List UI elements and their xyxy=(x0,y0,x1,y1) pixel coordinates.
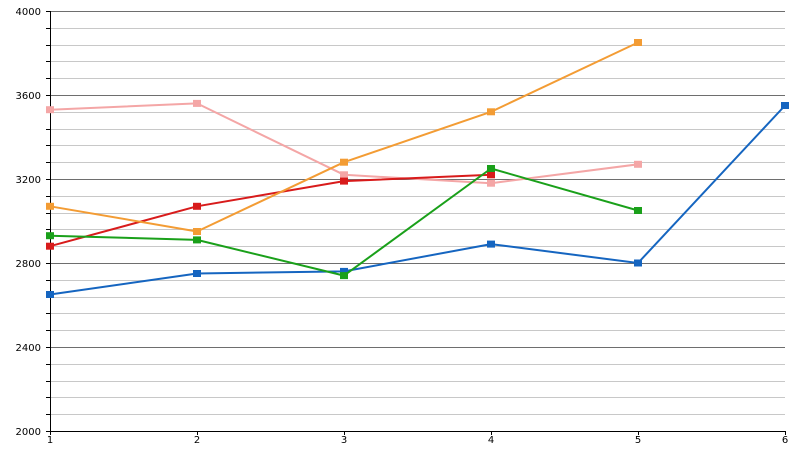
y-tick-label: 2800 xyxy=(16,259,41,270)
data-point xyxy=(634,207,642,214)
data-point xyxy=(487,108,495,116)
series-2 xyxy=(46,99,642,187)
data-point xyxy=(46,106,54,114)
data-point xyxy=(781,102,789,109)
data-point xyxy=(487,171,495,179)
series-4 xyxy=(46,39,642,235)
data-point xyxy=(46,232,54,240)
series-line xyxy=(49,41,639,233)
series-line xyxy=(49,104,786,296)
grid-lines xyxy=(50,11,785,415)
data-point xyxy=(340,177,348,185)
data-point xyxy=(193,228,201,235)
data-point xyxy=(634,259,642,267)
x-tick-label: 3 xyxy=(341,435,347,446)
data-point xyxy=(340,171,348,179)
data-point xyxy=(340,267,348,275)
data-point xyxy=(487,240,495,248)
series-5 xyxy=(46,165,642,280)
tick-labels: 2000 2400 2800 3200 3600 4000 1 2 3 4 5 6 xyxy=(16,7,789,446)
data-point xyxy=(340,158,348,166)
data-point xyxy=(46,202,54,210)
series-1 xyxy=(46,102,789,298)
y-tick-label: 2400 xyxy=(16,343,41,354)
data-point xyxy=(634,160,642,168)
series-line xyxy=(49,173,492,248)
series-lines xyxy=(46,39,789,298)
y-tick-label: 3600 xyxy=(16,91,41,102)
x-tick-label: 2 xyxy=(194,435,200,446)
x-tick-label: 1 xyxy=(47,435,53,446)
data-point xyxy=(193,202,201,210)
data-point xyxy=(193,270,201,277)
data-point xyxy=(46,242,54,250)
data-point xyxy=(193,236,201,244)
x-tick-label: 5 xyxy=(635,435,641,446)
data-point xyxy=(340,272,348,280)
series-line xyxy=(49,102,639,185)
y-tick-label: 4000 xyxy=(16,7,41,18)
data-point xyxy=(634,39,642,46)
data-point xyxy=(46,291,54,298)
y-tick-label: 2000 xyxy=(16,427,41,438)
data-point xyxy=(487,179,495,187)
series-3 xyxy=(46,171,495,250)
x-tick-label: 6 xyxy=(782,435,788,446)
data-point xyxy=(193,99,201,107)
data-point xyxy=(487,165,495,172)
y-tick-label: 3200 xyxy=(16,175,41,186)
x-tick-label: 4 xyxy=(488,435,494,446)
